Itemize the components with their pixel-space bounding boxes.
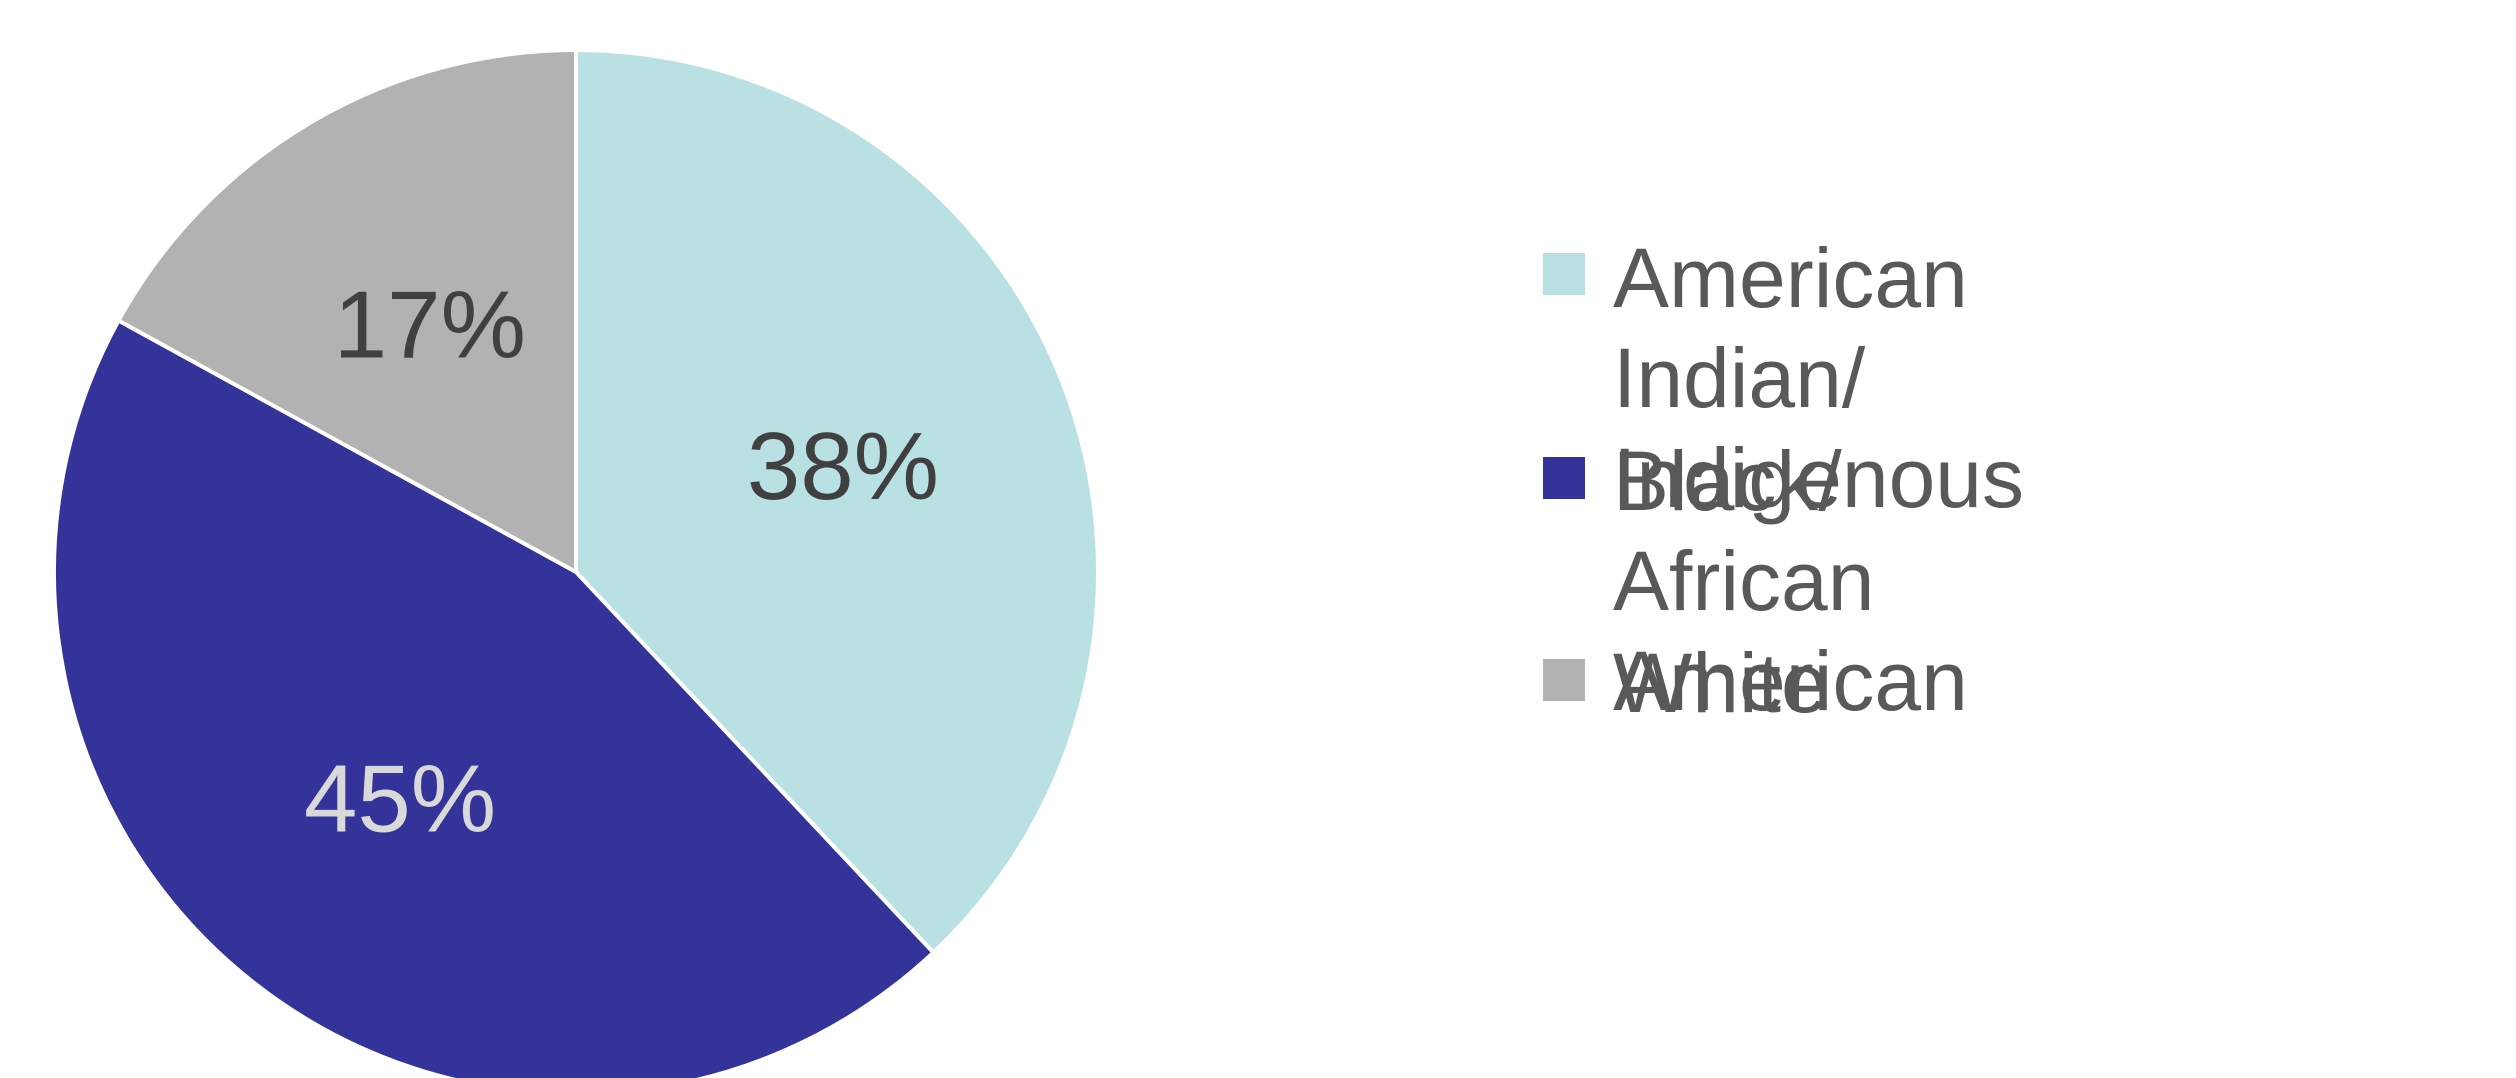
pie-slice-black-african-american: [52, 318, 936, 1078]
pie-labels: 38% 45% 17%: [304, 271, 939, 852]
pie-data-label-american-indian-indigenous: 38%: [747, 413, 939, 520]
legend-swatch-black-african-american: [1543, 457, 1585, 499]
pie-slice-white: [116, 48, 578, 574]
legend-label-american-indian-indigenous: American Indian/ Indigenous: [1613, 228, 2024, 528]
legend-label-black-african-american: Black/ African American: [1613, 434, 1968, 728]
legend-swatch-american-indian-indigenous: [1543, 253, 1585, 295]
pie-slices: [52, 48, 1100, 1078]
legend-label-line2: Indigenous: [1613, 431, 2025, 525]
pie-slice-american-indian-indigenous: [574, 48, 1100, 955]
legend-swatch-white: [1543, 659, 1585, 701]
legend-label-line1: American Indian/: [1613, 231, 1968, 425]
legend-label-white: White: [1613, 636, 1828, 730]
pie-data-label-white: 17%: [334, 271, 526, 378]
pie-data-label-black-african-american: 45%: [304, 745, 496, 852]
